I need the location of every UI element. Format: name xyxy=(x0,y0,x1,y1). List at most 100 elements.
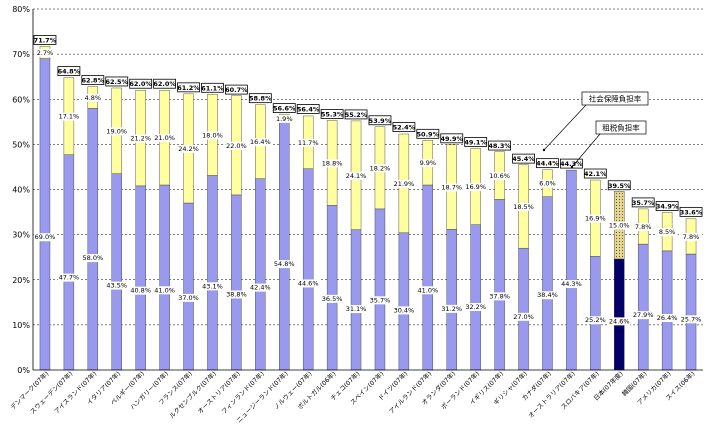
total-value-label: 48.3% xyxy=(488,142,511,150)
legend-pointer-tip xyxy=(570,165,574,169)
total-value-label: 64.8% xyxy=(58,68,81,76)
social-value-label: 7.8% xyxy=(683,233,700,241)
tax-value-label: 36.5% xyxy=(322,295,343,303)
total-label-box xyxy=(631,197,655,208)
total-value-label: 56.6% xyxy=(273,105,296,113)
social-value-label: 18.7% xyxy=(441,184,462,192)
tax-label-bg xyxy=(368,296,391,305)
category-label: スウェーデン(07年) xyxy=(28,369,75,416)
tax-label-bg xyxy=(536,291,559,300)
total-label-box xyxy=(536,158,559,169)
tax-value-label: 31.1% xyxy=(346,305,367,313)
tax-value-label: 44.6% xyxy=(298,279,319,287)
total-value-label: 62.0% xyxy=(153,80,176,88)
social-label-bg xyxy=(536,179,559,188)
tax-value-label: 30.4% xyxy=(394,306,415,314)
tax-value-label: 27.9% xyxy=(633,311,654,319)
y-axis-tick-labels: 0% 10% 20% 30% 40% 50% 60% 70% 80% xyxy=(12,5,30,375)
total-label-box xyxy=(224,84,248,95)
total-label-box xyxy=(416,128,440,139)
total-value-label: 55.2% xyxy=(345,111,368,119)
social-label-bg xyxy=(297,138,320,147)
total-label-box xyxy=(201,82,224,93)
social-value-label: 18.5% xyxy=(513,203,534,211)
tax-value-label: 24.6% xyxy=(609,317,630,325)
tax-label-bg xyxy=(177,293,200,302)
social-label-bg xyxy=(416,159,439,168)
category-label: アイスランド(07年) xyxy=(52,369,98,415)
tax-value-label: 37.0% xyxy=(178,294,199,302)
social-label-bg xyxy=(656,228,679,237)
tax-label-bg xyxy=(416,286,439,295)
y-tick-label: 10% xyxy=(12,321,30,330)
total-value-label: 62.8% xyxy=(82,77,105,85)
tax-label-bg xyxy=(153,286,176,295)
total-value-label: 33.6% xyxy=(680,208,703,216)
bar-tax-segment xyxy=(637,243,649,371)
bar-tax-segment xyxy=(63,154,75,371)
social-label-bg xyxy=(440,183,463,192)
tax-value-label: 40.8% xyxy=(130,287,151,295)
social-value-label: 11.7% xyxy=(298,139,319,147)
tax-label-bg xyxy=(440,304,463,313)
social-label-bg xyxy=(249,138,272,147)
total-label-box xyxy=(368,115,392,126)
bar-tax-segment xyxy=(422,184,434,371)
social-value-label: 1.9% xyxy=(276,115,293,123)
y-tick-label: 0% xyxy=(17,366,30,375)
total-value-label: 44.4% xyxy=(536,160,559,168)
bar-tax-segment xyxy=(398,232,410,371)
y-tick-label: 60% xyxy=(12,95,30,104)
tax-value-label: 58.0% xyxy=(82,254,103,262)
tax-value-label: 25.7% xyxy=(681,315,702,323)
social-label-bg xyxy=(273,114,296,123)
tax-label-bg xyxy=(129,286,152,295)
social-value-label: 21.2% xyxy=(130,135,151,143)
total-value-label: 52.4% xyxy=(393,124,416,132)
social-value-label: 4.8% xyxy=(85,94,102,102)
bar-tax-segment xyxy=(685,253,697,371)
social-label-bg xyxy=(105,127,128,136)
bar-tax-segment xyxy=(279,122,290,371)
social-value-label: 2.7% xyxy=(37,49,54,57)
bar-tax-segment xyxy=(302,168,314,371)
total-value-label: 39.5% xyxy=(608,182,631,190)
tax-value-label: 69.0% xyxy=(35,233,56,241)
legend-pointer-tip xyxy=(542,148,546,152)
tax-label-bg xyxy=(608,317,631,326)
tax-value-label: 41.0% xyxy=(417,286,438,294)
tax-value-label: 26.4% xyxy=(657,314,678,322)
grid-lines xyxy=(33,8,703,326)
bar-tax-segment xyxy=(446,229,457,371)
tax-value-label: 54.8% xyxy=(274,260,295,268)
tax-label-bg xyxy=(560,280,583,289)
bar-tax-segment xyxy=(255,178,266,371)
tax-label-bg xyxy=(81,254,104,263)
tax-value-label: 27.0% xyxy=(513,313,534,321)
total-label-box xyxy=(583,168,607,179)
legend-pointer xyxy=(543,104,587,151)
social-value-label: 21.9% xyxy=(394,180,415,188)
tax-value-label: 31.2% xyxy=(441,305,462,313)
tax-label-bg xyxy=(273,260,296,269)
social-label-bg xyxy=(129,134,152,143)
tax-value-label: 41.0% xyxy=(154,286,175,294)
bar-tax-segment xyxy=(566,169,577,371)
tax-label-bg xyxy=(57,273,80,282)
tax-value-label: 37.8% xyxy=(489,292,510,300)
total-value-label: 35.7% xyxy=(632,199,655,207)
category-label: アイルランド(07年) xyxy=(387,369,433,415)
total-value-label: 71.7% xyxy=(34,36,57,44)
social-label-bg xyxy=(33,49,56,58)
social-value-label: 18.8% xyxy=(322,159,343,167)
total-label-box xyxy=(607,180,631,191)
total-label-box xyxy=(488,140,512,151)
social-value-label: 10.6% xyxy=(489,172,510,180)
total-label-box xyxy=(655,201,679,211)
bar-tax-segment xyxy=(135,185,146,371)
tax-label-bg xyxy=(632,311,655,320)
tax-value-label: 47.7% xyxy=(59,274,80,282)
total-label-box xyxy=(344,109,368,120)
bar-tax-segment xyxy=(111,173,122,371)
total-label-box xyxy=(392,122,416,132)
